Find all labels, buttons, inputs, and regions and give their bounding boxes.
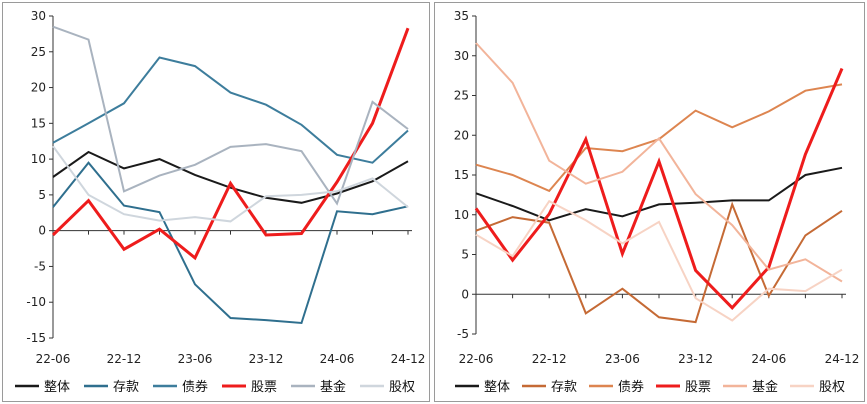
line-chart-left: -15 -10 -5 0 5 10 15 20 25 30 22-06 22-12 23-06 23-12… [15,9,426,395]
y-tick-label: 30 [31,9,46,23]
y-tick-label: 5 [38,188,46,202]
y-tick-label: 30 [454,49,469,63]
legend-label: 整体 [484,380,510,395]
x-tick-label: 24-06 [320,352,355,366]
series-line-0 [475,166,843,222]
y-tick-label: 5 [461,248,469,262]
x-tick-label: 23-12 [249,352,284,366]
legend-label: 股权 [389,379,415,395]
x-tick-label: 22-12 [532,352,567,366]
x-tick-label: 23-06 [605,352,640,366]
legend-label: 股票 [685,380,711,395]
series-line-4 [52,25,409,206]
y-tick-label: 0 [38,224,46,238]
chart-panel-left: -15 -10 -5 0 5 10 15 20 25 30 22-06 22-12 23-06 23-12… [2,2,430,402]
y-tick-label: 15 [454,168,469,182]
line-chart-right: -5 0 5 10 15 20 25 30 35 22-06 22-12 23-06 23-12 24-0… [454,9,860,395]
x-tick-label: 22-06 [36,352,71,366]
y-tick-label: 0 [461,287,469,301]
legend-label: 存款 [551,380,577,395]
x-tick-label: 22-06 [459,352,494,366]
x-tick-label: 23-12 [678,352,713,366]
series-line-5 [475,199,843,322]
chart-panel-right: -5 0 5 10 15 20 25 30 35 22-06 22-12 23-06 23-12 24-0… [434,2,865,402]
x-tick-label: 24-12 [391,352,426,366]
series-line-4 [475,42,843,283]
y-tick-label: -15 [26,331,46,345]
legend-label: 债券 [182,379,208,395]
x-tick-label: 22-12 [107,352,142,366]
series-line-1 [52,161,409,325]
y-tick-label: -5 [34,259,46,273]
series-line-2 [52,56,409,164]
y-tick-label: 20 [31,81,46,95]
legend-label: 债券 [618,379,644,395]
y-tick-label: 35 [454,9,469,23]
x-tick-label: 23-06 [178,352,213,366]
legend-label: 整体 [44,380,70,395]
legend-label: 股票 [251,380,277,395]
legend-label: 存款 [113,380,139,395]
legend-label: 基金 [320,379,346,395]
y-tick-label: 15 [31,116,46,130]
x-tick-label: 24-06 [751,352,786,366]
y-tick-label: 25 [31,45,46,59]
series-line-0 [52,150,409,204]
series-line-5 [52,145,409,223]
legend-label: 股权 [819,379,845,395]
y-tick-label: 10 [31,152,46,166]
y-tick-label: 10 [454,208,469,222]
y-tick-label: 20 [454,128,469,142]
y-tick-label: -5 [457,327,469,341]
y-tick-label: -10 [26,295,46,309]
series-line-3 [51,27,410,261]
y-tick-label: 25 [454,89,469,103]
x-tick-label: 24-12 [825,352,860,366]
series-line-3 [474,67,844,310]
legend-label: 基金 [752,379,778,395]
